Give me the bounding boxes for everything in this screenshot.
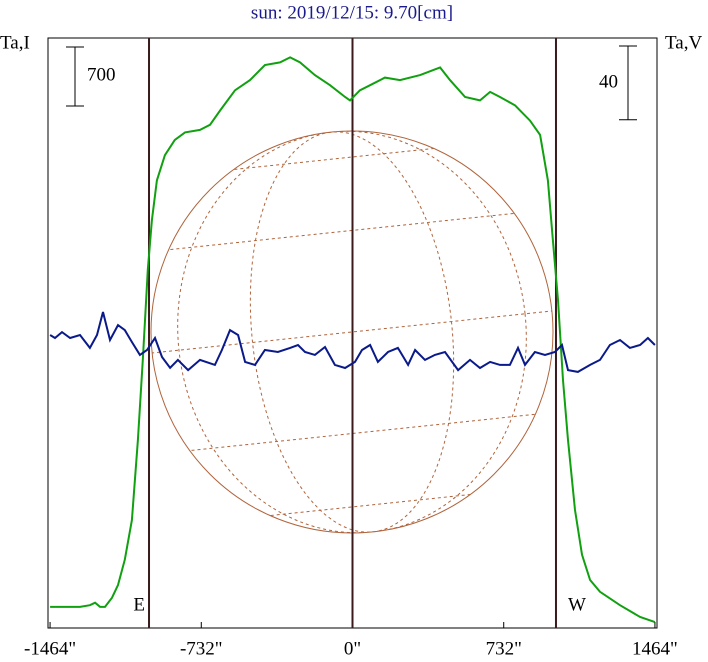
x-tick-label: 1464" [632,638,678,659]
x-tick-label: -732" [180,638,223,659]
limb-label: W [568,594,586,615]
x-tick-label: 732" [486,638,522,659]
series-line [49,311,656,373]
series-line [50,56,656,624]
y2-axis-label: Ta,V [665,32,702,53]
limb-label: E [133,594,145,615]
x-tick-label: 0" [344,638,361,659]
y-scale-label: 700 [87,64,116,85]
y-axis-label: Ta,I [0,32,30,53]
x-tick-label: -1464" [24,638,76,659]
chart-title: sun: 2019/12/15: 9.70[cm] [251,2,453,23]
y2-scale-label: 40 [599,71,618,92]
